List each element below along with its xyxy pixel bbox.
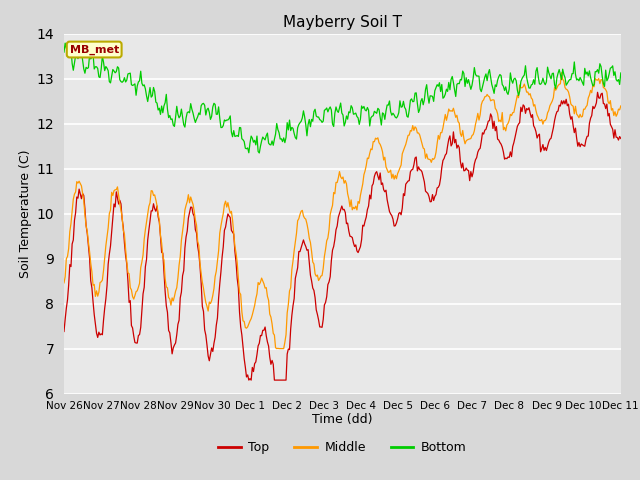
Text: MB_met: MB_met (70, 44, 119, 55)
Y-axis label: Soil Temperature (C): Soil Temperature (C) (19, 149, 33, 278)
Legend: Top, Middle, Bottom: Top, Middle, Bottom (213, 436, 472, 459)
X-axis label: Time (dd): Time (dd) (312, 413, 372, 426)
Title: Mayberry Soil T: Mayberry Soil T (283, 15, 402, 30)
